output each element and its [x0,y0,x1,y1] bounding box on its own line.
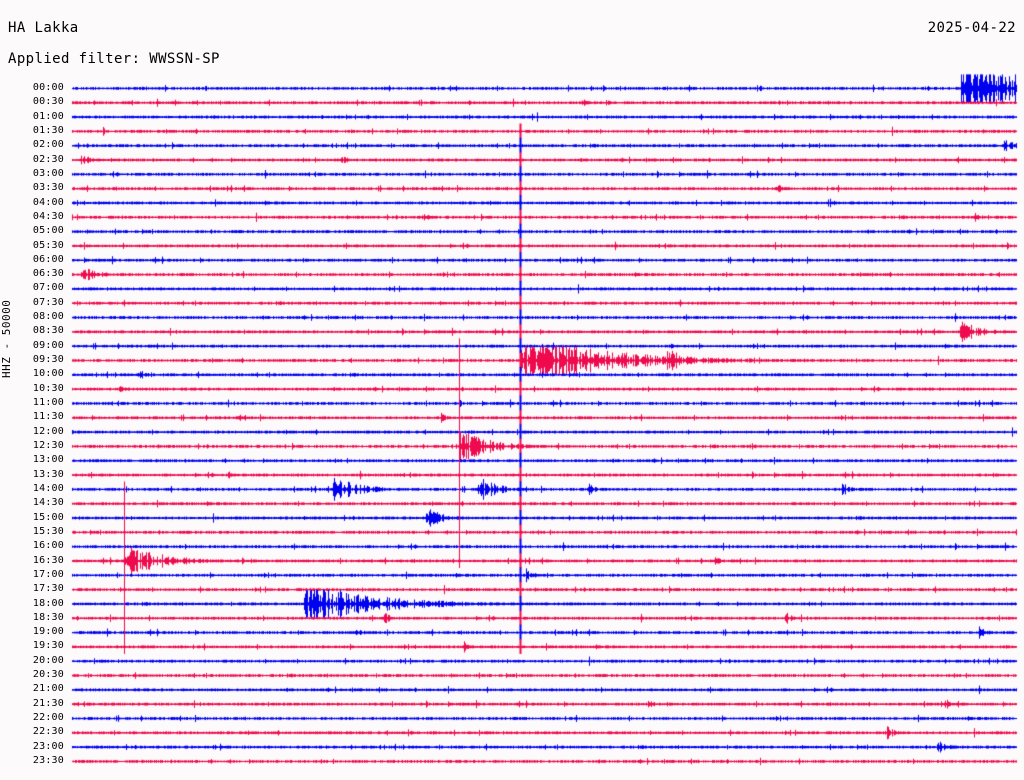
applied-filter-label: Applied filter: WWSSN-SP [8,51,220,67]
station-title: HA Lakka [8,20,79,36]
y-axis-label-text: HHZ - 50000 [0,300,13,378]
date-label: 2025-04-22 [927,20,1016,36]
y-axis-label: HHZ - 50000 [0,300,13,378]
